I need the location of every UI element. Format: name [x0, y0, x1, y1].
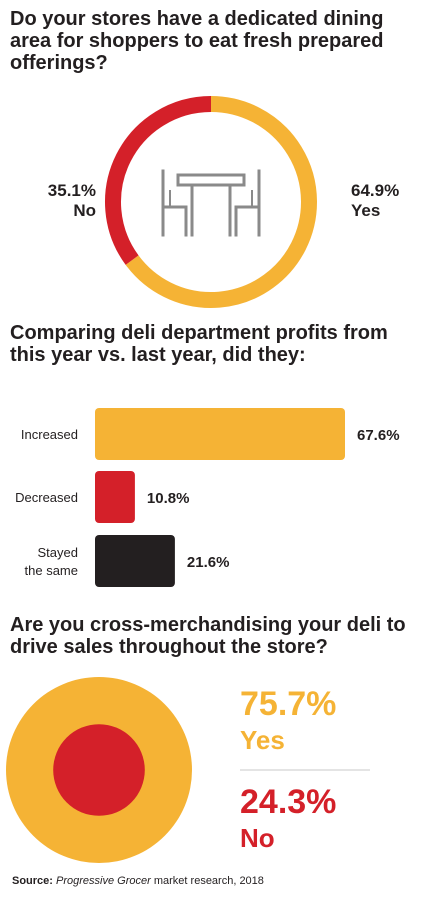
source-publication: Progressive Grocer: [56, 875, 151, 887]
slice-label-no: No: [73, 201, 96, 220]
bar-category-label: Increased: [21, 427, 78, 442]
bar-category-label: Decreased: [15, 490, 78, 505]
label-no: No: [240, 823, 275, 853]
source-label: Source:: [12, 875, 53, 887]
deli-profits-question: Comparing deli department profits from t…: [10, 322, 388, 366]
bar-category-label: Stayed the same: [25, 545, 78, 578]
value-yes: 75.7%: [240, 685, 336, 723]
dining-area-question: Do your stores have a dedicated dining a…: [10, 8, 384, 74]
source-note: Source: Progressive Grocer market resear…: [12, 875, 264, 887]
deli-profits-bar-chart: Increased 67.6% Decreased 10.8% Stayed the sa…: [15, 408, 400, 587]
source-rest: market research, 2018: [153, 875, 264, 887]
label-yes: Yes: [240, 725, 285, 755]
cross-merchandising-chart: 75.7%Yes 24.3%No: [6, 677, 370, 863]
cross-merchandising-question: Are you cross-merchandising your deli to…: [10, 614, 406, 658]
dining-area-donut-chart: 64.9%Yes 35.1%No: [48, 96, 399, 308]
dining-table-chairs-icon: [161, 169, 261, 237]
bar-decreased: [95, 471, 135, 523]
donut-slice-no: [105, 96, 212, 265]
bar-value-label: 67.6%: [357, 427, 400, 444]
slice-label-yes: Yes: [351, 201, 380, 220]
donut-slice-yes: [125, 96, 317, 308]
slice-value-yes: 64.9%: [351, 181, 399, 200]
bar-stayed-the-same: [95, 535, 175, 587]
bar-increased: [95, 408, 345, 460]
circle-no: [53, 724, 145, 816]
slice-value-no: 35.1%: [48, 181, 96, 200]
bar-value-label: 21.6%: [187, 554, 230, 571]
value-no: 24.3%: [240, 783, 336, 821]
bar-value-label: 10.8%: [147, 490, 190, 507]
